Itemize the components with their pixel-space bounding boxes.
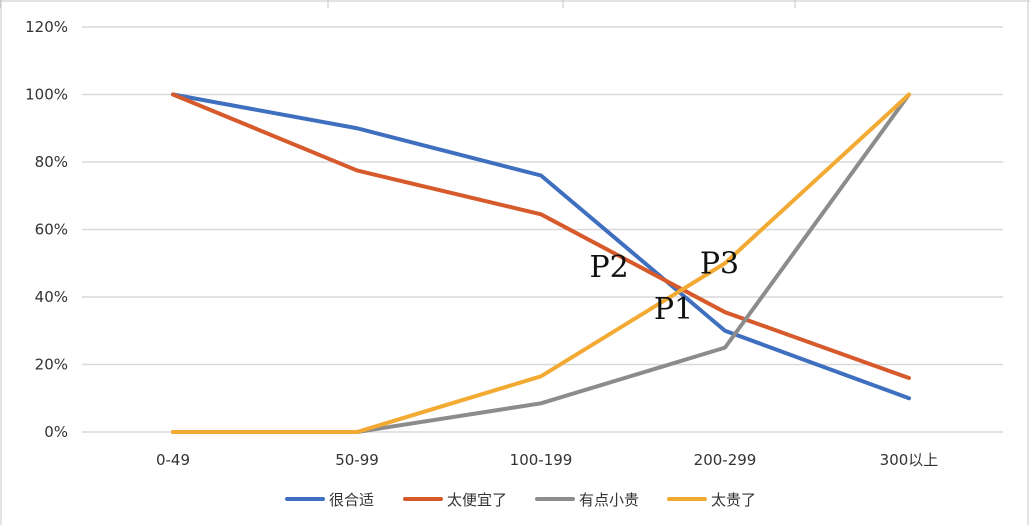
- series-line-2: [171, 92, 911, 434]
- series-line-1: [171, 92, 911, 380]
- annotation-label: P3: [700, 246, 739, 281]
- annotation-label: P1: [654, 292, 693, 327]
- legend-label: 太便宜了: [447, 491, 507, 509]
- x-tick-label: 200-299: [694, 451, 757, 469]
- legend-item: 有点小贵: [535, 491, 639, 509]
- y-tick-label: 120%: [25, 18, 68, 36]
- y-tick-label: 40%: [35, 288, 68, 306]
- annotation-label: P2: [589, 250, 628, 285]
- x-axis-ticks: 0-49 50-99 100-199 200-299 300以上: [156, 451, 938, 469]
- legend-item: 太便宜了: [403, 491, 507, 509]
- y-tick-label: 20%: [35, 356, 68, 374]
- series-line-0: [171, 92, 911, 401]
- legend-item: 很合适: [285, 491, 374, 509]
- x-tick-label: 0-49: [156, 451, 190, 469]
- x-tick-label: 50-99: [335, 451, 379, 469]
- series-lines: [171, 92, 911, 434]
- gridlines: [82, 26, 1003, 433]
- y-tick-label: 100%: [25, 86, 68, 104]
- y-tick-label: 0%: [44, 423, 68, 441]
- y-tick-label: 60%: [35, 221, 68, 239]
- y-axis-ticks: 0% 20% 40% 60% 80% 100% 120%: [25, 18, 68, 441]
- legend-label: 很合适: [329, 491, 374, 509]
- series-line-3: [171, 92, 911, 434]
- legend-label: 有点小贵: [579, 491, 639, 509]
- x-tick-label: 300以上: [880, 451, 939, 469]
- x-tick-label: 100-199: [510, 451, 573, 469]
- legend: 很合适 太便宜了 有点小贵 太贵了: [285, 491, 756, 509]
- legend-item: 太贵了: [667, 491, 756, 509]
- y-tick-label: 80%: [35, 153, 68, 171]
- legend-label: 太贵了: [711, 491, 756, 509]
